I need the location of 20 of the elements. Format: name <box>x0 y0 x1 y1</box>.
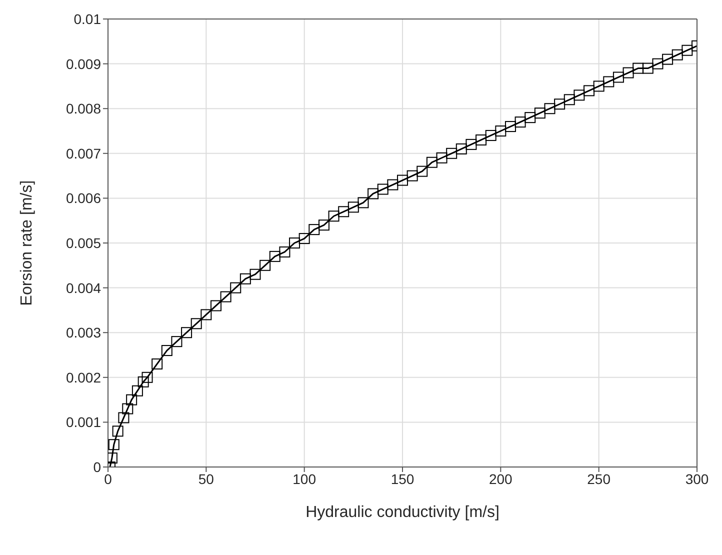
y-tick-label: 0.002 <box>66 369 102 386</box>
y-tick-label: 0.003 <box>66 324 102 341</box>
x-tick-label: 0 <box>104 470 112 487</box>
x-tick-label: 200 <box>488 470 513 487</box>
y-tick-label: 0.007 <box>66 145 102 162</box>
y-tick-label: 0 <box>93 458 102 475</box>
y-axis-title: Eorsion rate [m/s] <box>18 180 36 306</box>
x-tick-label: 50 <box>198 470 214 487</box>
y-tick-label: 0.006 <box>66 190 102 206</box>
x-axis-title: Hydraulic conductivity [m/s] <box>306 504 500 521</box>
y-tick-label: 0.008 <box>66 100 102 117</box>
y-tick-label: 0.01 <box>74 10 102 27</box>
x-tick-label: 150 <box>390 470 414 487</box>
x-tick-label: 100 <box>292 470 316 487</box>
x-tick-label: 300 <box>685 470 709 487</box>
y-tick-label: 0.005 <box>66 234 102 251</box>
y-tick-label: 0.004 <box>66 280 102 296</box>
y-tick-label: 0.009 <box>66 56 102 72</box>
y-tick-label: 0.001 <box>66 414 102 430</box>
x-tick-label: 250 <box>587 470 611 487</box>
